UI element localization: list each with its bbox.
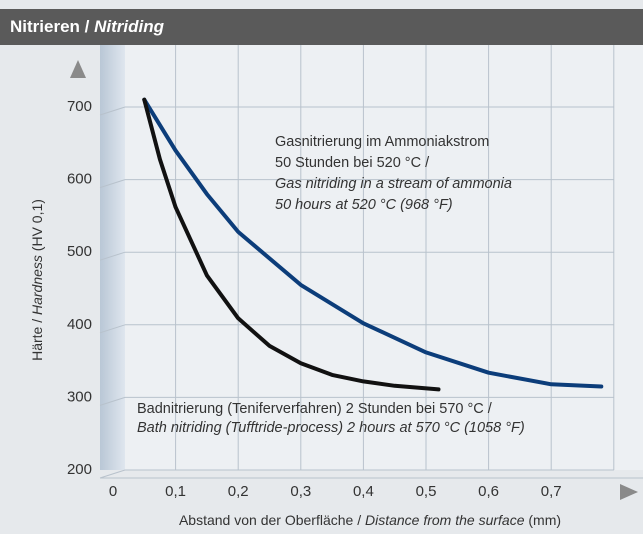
y-arrow [70,60,86,78]
x-tick-label: 0,2 [228,483,249,500]
chart-title: Nitrieren / Nitriding [10,17,165,36]
annotation: Gasnitrierung im Ammoniakstrom [275,134,489,150]
tick-mark [99,251,126,261]
x-tick-label: 0,5 [416,483,437,500]
plot-area [125,45,643,470]
y-tick-label: 600 [67,171,92,188]
line [142,97,604,389]
x-tick-label: 0,1 [165,483,186,500]
x-axis-label: Abstand von der Oberfläche / Distance fr… [179,512,561,528]
axis-wall [100,45,125,470]
header [0,9,643,45]
tick-mark [99,469,126,479]
annotation: Bath nitriding (Tufftride-process) 2 hou… [137,420,525,436]
tick-mark [99,324,126,334]
annotation: Gas nitriding in a stream of ammonia [275,176,512,192]
tick-mark [99,179,126,189]
y-tick-label: 400 [67,316,92,333]
annotation: 50 hours at 520 °C (968 °F) [275,197,453,213]
annotation: 50 Stunden bei 520 °C / [275,155,430,171]
tick-mark [99,396,126,406]
x-tick-label: 0,4 [353,483,374,500]
tick-mark [99,106,126,116]
annotation: Badnitrierung (Teniferverfahren) 2 Stund… [137,401,493,417]
x-arrow [620,484,638,500]
y-axis-label: Härte / Hardness (HV 0,1) [29,199,45,361]
y-tick-label: 300 [67,388,92,405]
x-tick-label: 0 [109,483,117,500]
x-tick-label: 0,6 [478,483,499,500]
x-tick-label: 0,3 [290,483,311,500]
line [142,97,441,392]
y-tick-label: 200 [67,461,92,478]
x-tick-label: 0,7 [541,483,562,500]
y-tick-label: 500 [67,243,92,260]
y-tick-label: 700 [67,98,92,115]
